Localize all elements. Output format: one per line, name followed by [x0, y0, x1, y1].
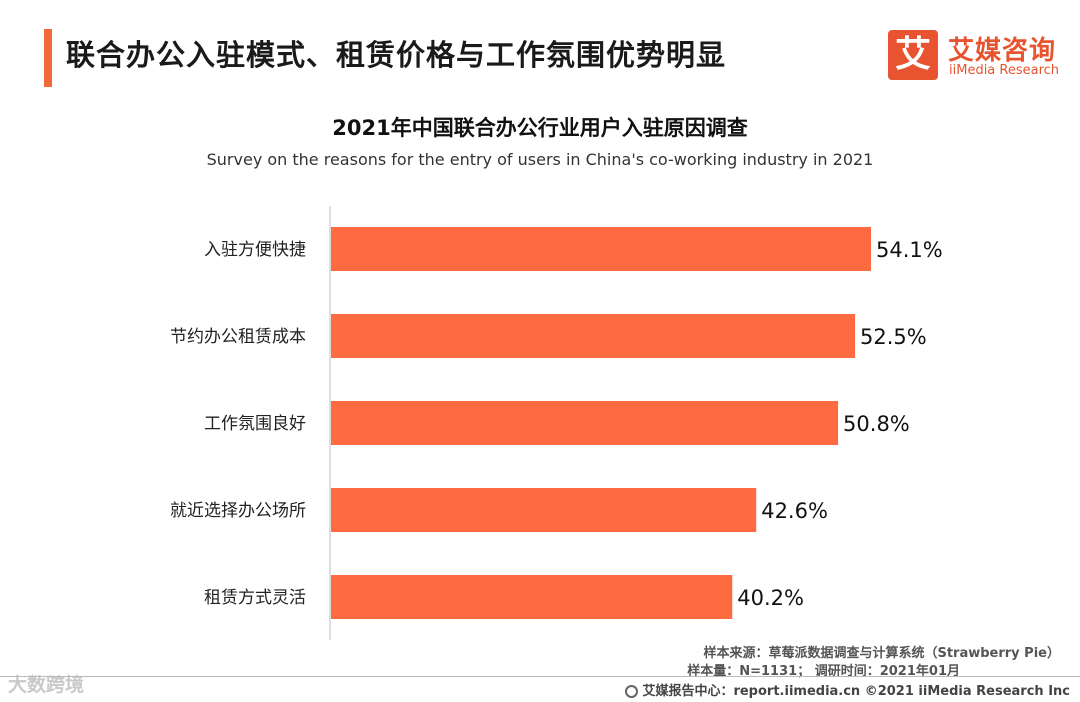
- sample-source: 样本来源：草莓派数据调查与计算系统（Strawberry Pie）: [703, 646, 1060, 661]
- category-label: 就近选择办公场所: [170, 501, 306, 521]
- iimedia-logo: 艾 艾媒咨询 iiMedia Research: [888, 30, 1068, 82]
- watermark: 大数跨境: [8, 674, 85, 696]
- category-label: 工作氛围良好: [204, 414, 306, 434]
- category-label: 租赁方式灵活: [204, 588, 306, 608]
- page-title: 联合办公入驻模式、租赁价格与工作氛围优势明显: [66, 38, 727, 72]
- bar: [331, 314, 856, 358]
- chart-title: 2021年中国联合办公行业用户入驻原因调查: [332, 116, 748, 140]
- logo-cn-text: 艾媒咨询: [948, 36, 1057, 66]
- footer: 艾媒报告中心：report.iimedia.cn ©2021 iiMedia R…: [625, 680, 1070, 699]
- bar: [331, 401, 839, 445]
- data-label: 54.1%: [876, 238, 943, 262]
- footer-divider: [0, 676, 1080, 677]
- logo-en-text: iiMedia Research: [949, 63, 1060, 78]
- bar: [331, 227, 871, 271]
- chart-subtitle: Survey on the reasons for the entry of u…: [206, 150, 874, 169]
- report-center-icon: [625, 685, 639, 698]
- title-accent-bar: [44, 29, 52, 87]
- data-label: 42.6%: [761, 499, 828, 523]
- bar-chart: 入驻方便快捷 54.1% 节约办公租赁成本 52.5% 工作氛围良好 50.8% 就近选择办…: [170, 206, 943, 640]
- category-label: 入驻方便快捷: [204, 240, 306, 260]
- data-label: 52.5%: [860, 325, 927, 349]
- data-label: 40.2%: [737, 586, 804, 610]
- footer-text: 艾媒报告中心：report.iimedia.cn ©2021 iiMedia R…: [642, 684, 1070, 699]
- category-label: 节约办公租赁成本: [170, 327, 306, 347]
- data-label: 50.8%: [843, 412, 910, 436]
- bar: [331, 575, 733, 619]
- logo-glyph: 艾: [888, 30, 938, 80]
- bar: [331, 488, 757, 532]
- sample-info: 样本量：N=1131； 调研时间：2021年01月: [687, 664, 960, 679]
